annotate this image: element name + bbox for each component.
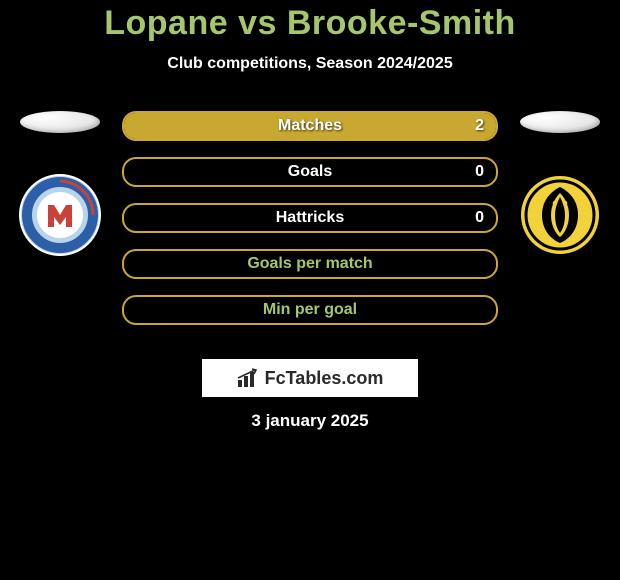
stat-row: Goals per match: [122, 249, 498, 279]
comparison-row: Matches 2 Goals 0 Hattricks 0 Goals per match M…: [0, 111, 620, 341]
infographic-container: Lopane vs Brooke-Smith Club competitions…: [0, 0, 620, 431]
stat-row: Hattricks 0: [122, 203, 498, 233]
stat-label: Goals: [288, 163, 332, 181]
player-right-avatar: [520, 111, 600, 133]
club-badge-left: [18, 173, 102, 257]
club-badge-right: [518, 173, 602, 257]
stat-row: Goals 0: [122, 157, 498, 187]
right-side: [510, 111, 610, 257]
stat-row: Matches 2: [122, 111, 498, 141]
player-left-avatar: [20, 111, 100, 133]
stat-label: Matches: [278, 117, 342, 135]
wellington-phoenix-badge-icon: [518, 173, 602, 257]
stat-row: Min per goal: [122, 295, 498, 325]
stat-right-value: 2: [475, 117, 484, 135]
stat-right-value: 0: [475, 163, 484, 181]
stat-label: Goals per match: [247, 255, 372, 273]
stats-column: Matches 2 Goals 0 Hattricks 0 Goals per match M…: [110, 111, 510, 341]
melbourne-city-badge-icon: [18, 173, 102, 257]
left-side: [10, 111, 110, 257]
page-title: Lopane vs Brooke-Smith: [0, 4, 620, 43]
brand-text: FcTables.com: [265, 368, 384, 389]
date-text: 3 january 2025: [0, 411, 620, 431]
stat-label: Min per goal: [263, 301, 357, 319]
brand-box: FcTables.com: [202, 359, 418, 397]
stat-label: Hattricks: [276, 209, 344, 227]
stat-right-value: 0: [475, 209, 484, 227]
subtitle: Club competitions, Season 2024/2025: [0, 55, 620, 73]
bars-icon: [237, 368, 261, 388]
